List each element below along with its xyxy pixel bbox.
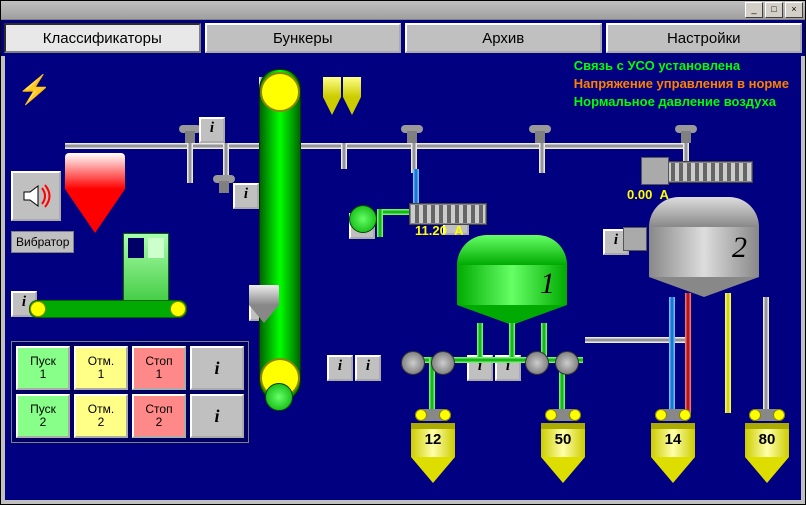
info-button[interactable]: i xyxy=(327,355,353,381)
scada-canvas: Связь с УСО установлена Напряжение управ… xyxy=(5,53,801,500)
valve-small[interactable] xyxy=(401,351,425,375)
vertical-conveyor xyxy=(259,69,301,401)
output-bin[interactable]: 50 xyxy=(541,423,585,487)
valve[interactable] xyxy=(399,125,425,145)
cancel-2-button[interactable]: Отм.2 xyxy=(74,394,128,438)
pipe xyxy=(341,143,347,169)
pipe xyxy=(539,143,545,173)
bin-label: 80 xyxy=(745,431,789,448)
alarm-speaker-icon[interactable] xyxy=(11,171,61,221)
screw-conveyor xyxy=(665,161,753,183)
pump[interactable] xyxy=(265,383,293,411)
close-button[interactable]: × xyxy=(785,2,803,18)
valve-small[interactable] xyxy=(555,351,579,375)
tab-settings[interactable]: Настройки xyxy=(606,23,803,53)
info-button[interactable]: i xyxy=(233,183,259,209)
info-2-button[interactable]: i xyxy=(190,394,244,438)
control-cabinet[interactable] xyxy=(123,233,169,303)
valve[interactable] xyxy=(527,125,553,145)
minimize-button[interactable]: _ xyxy=(745,2,763,18)
pipe xyxy=(477,323,483,359)
pipe xyxy=(509,323,515,359)
stop-1-button[interactable]: Стоп1 xyxy=(132,346,186,390)
status-block: Связь с УСО установлена Напряжение управ… xyxy=(574,57,789,111)
start-2-button[interactable]: Пуск2 xyxy=(16,394,70,438)
conveyor-belt xyxy=(29,300,187,318)
status-line-1: Связь с УСО установлена xyxy=(574,57,789,75)
grey-hopper xyxy=(249,285,279,325)
tank-1-number: 1 xyxy=(540,267,555,301)
red-hopper xyxy=(65,153,125,243)
pipe xyxy=(377,209,383,237)
titlebar: _ □ × xyxy=(1,1,805,20)
status-line-2: Напряжение управления в норме xyxy=(574,75,789,93)
stop-2-button[interactable]: Стоп2 xyxy=(132,394,186,438)
screw-conveyor xyxy=(409,203,487,225)
pipe xyxy=(763,297,769,413)
output-bin[interactable]: 12 xyxy=(411,423,455,487)
motor-box xyxy=(623,227,647,251)
pipe xyxy=(65,143,685,149)
info-1-button[interactable]: i xyxy=(190,346,244,390)
status-line-3: Нормальное давление воздуха xyxy=(574,93,789,111)
bin-label: 14 xyxy=(651,431,695,448)
tank-2-number: 2 xyxy=(732,231,747,265)
cancel-1-button[interactable]: Отм.1 xyxy=(74,346,128,390)
bin-label: 12 xyxy=(411,431,455,448)
start-1-button[interactable]: Пуск1 xyxy=(16,346,70,390)
pipe xyxy=(669,297,675,413)
pipe xyxy=(725,293,731,413)
twin-hopper xyxy=(323,77,361,121)
pipe xyxy=(685,293,691,413)
output-bin[interactable]: 80 xyxy=(745,423,789,487)
tank-2-amp: 0.00 A xyxy=(627,187,669,202)
control-panel: Пуск1 Отм.1 Стоп1 i Пуск2 Отм.2 Стоп2 i xyxy=(11,341,249,443)
output-bin[interactable]: 14 xyxy=(651,423,695,487)
valve-small[interactable] xyxy=(431,351,455,375)
pipe xyxy=(187,143,193,183)
info-button[interactable]: i xyxy=(199,117,225,143)
tab-classifiers[interactable]: Классификаторы xyxy=(4,23,201,53)
tab-bunkers[interactable]: Бункеры xyxy=(205,23,402,53)
app-window: _ □ × Классификаторы Бункеры Архив Настр… xyxy=(0,0,806,505)
tank-1[interactable]: 1 xyxy=(457,235,567,325)
tank-1-amp: 11.20 A xyxy=(415,223,463,238)
motor-box xyxy=(641,157,669,185)
tab-archive[interactable]: Архив xyxy=(405,23,602,53)
maximize-button[interactable]: □ xyxy=(765,2,783,18)
pump[interactable] xyxy=(349,205,377,233)
info-button[interactable]: i xyxy=(355,355,381,381)
valve-small[interactable] xyxy=(525,351,549,375)
bin-label: 50 xyxy=(541,431,585,448)
lightning-icon: ⚡ xyxy=(17,73,52,106)
tank-2[interactable]: 2 xyxy=(649,197,759,297)
vibrator-label: Вибратор xyxy=(11,231,74,253)
valve[interactable] xyxy=(673,125,699,145)
tab-bar: Классификаторы Бункеры Архив Настройки xyxy=(1,20,805,56)
